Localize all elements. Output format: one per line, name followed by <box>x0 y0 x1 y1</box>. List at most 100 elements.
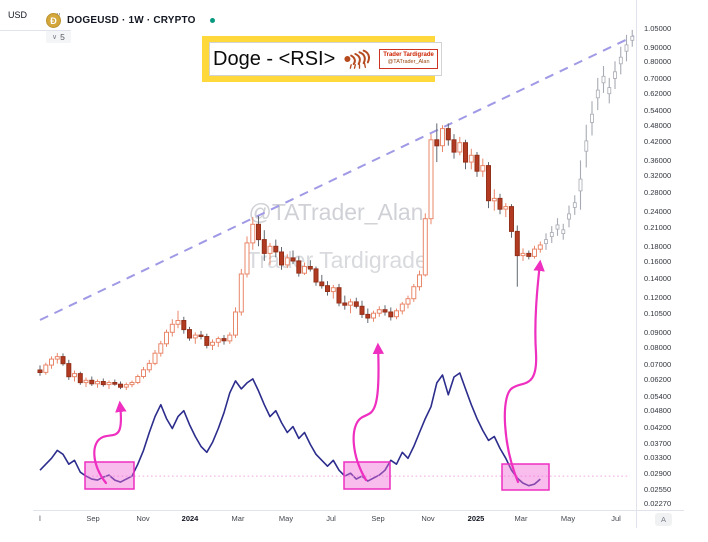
candle <box>198 334 204 338</box>
candle <box>509 206 514 232</box>
rsi-highlight-box[interactable] <box>84 461 135 490</box>
candle <box>302 266 307 274</box>
candle <box>118 383 123 388</box>
price-axis-label: 0.04200 <box>644 423 672 432</box>
candle <box>520 252 526 257</box>
tardigrade-logo-icon <box>344 49 371 69</box>
candle <box>468 154 474 163</box>
annotation-arrow[interactable] <box>93 400 127 485</box>
price-axis-label: 0.14000 <box>644 273 672 283</box>
candle <box>135 376 141 383</box>
candle <box>233 311 238 336</box>
candle <box>141 369 146 377</box>
time-axis-label: Mar <box>514 514 528 523</box>
candle <box>284 257 290 266</box>
time-axis-label: l <box>39 514 41 523</box>
price-axis-label: 0.54000 <box>644 106 672 116</box>
candle <box>486 165 491 202</box>
auto-scale-button[interactable]: A <box>655 513 672 526</box>
candle <box>49 358 54 366</box>
symbol-header[interactable]: Ð DOGEUSD · 1W · CRYPTO <box>46 13 215 28</box>
candle <box>37 369 43 373</box>
candle <box>537 244 543 250</box>
candle <box>175 320 181 325</box>
candle <box>463 142 468 163</box>
candle <box>100 381 106 386</box>
candle <box>210 341 215 346</box>
candle <box>227 334 233 342</box>
candle <box>123 384 129 388</box>
candle <box>491 197 497 202</box>
rsi-highlight-box[interactable] <box>501 463 550 491</box>
price-axis-label: 0.24000 <box>644 206 672 216</box>
candle <box>256 223 261 241</box>
price-axis-label: 0.10500 <box>644 309 672 319</box>
candle <box>422 218 428 276</box>
price-axis-label: 0.03700 <box>644 438 672 448</box>
dogecoin-icon: Ð <box>46 13 61 28</box>
symbol-title[interactable]: DOGEUSD · 1W · CRYPTO <box>67 15 196 26</box>
price-axis-label: 0.03300 <box>644 452 672 462</box>
time-axis-label: May <box>278 514 294 523</box>
candle <box>417 274 422 288</box>
currency-label: USD <box>8 10 28 20</box>
candle <box>238 273 244 313</box>
annotation-arrow[interactable] <box>503 259 545 484</box>
candle <box>440 128 445 147</box>
candle <box>290 257 296 262</box>
candle <box>89 379 95 385</box>
market-status-dot <box>209 18 215 23</box>
candle <box>77 373 83 384</box>
candle <box>307 266 313 270</box>
candle <box>54 356 60 360</box>
candle <box>66 363 72 378</box>
price-axis-label: 0.70000 <box>644 73 672 83</box>
candle <box>250 223 256 244</box>
candle <box>164 331 169 345</box>
price-axis-label: 0.02270 <box>644 499 672 509</box>
candle <box>106 382 112 386</box>
time-axis-label: May <box>560 514 576 523</box>
price-axis-label: 0.42000 <box>644 137 672 147</box>
annotation-arrow[interactable] <box>352 342 385 482</box>
candle <box>399 303 405 312</box>
price-axis-label: 1.05000 <box>644 23 672 33</box>
price-axis-label: 0.05400 <box>644 391 672 401</box>
candle <box>445 128 451 141</box>
candle <box>353 301 359 307</box>
candle <box>319 281 325 287</box>
analysis-banner: Doge - <RSI> Trader Tardigrade <box>202 36 442 82</box>
candle <box>152 352 158 364</box>
trendline[interactable] <box>39 35 635 321</box>
candle <box>215 338 221 343</box>
candle <box>382 309 388 313</box>
candlestick-series <box>37 123 543 390</box>
candle <box>405 298 411 305</box>
rsi-line <box>39 372 541 487</box>
price-axis-label: 0.02900 <box>644 469 672 478</box>
candle <box>503 206 509 210</box>
price-axis-label: 0.06200 <box>644 374 672 384</box>
price-axis-label: 0.12000 <box>644 292 672 302</box>
banner-title: Doge - <RSI> <box>213 47 336 70</box>
candle <box>342 302 348 306</box>
candle <box>158 343 164 354</box>
price-axis-label: 0.28000 <box>644 187 672 197</box>
candle <box>428 139 434 220</box>
candle <box>72 373 77 378</box>
price-axis-label: 0.16000 <box>644 257 672 266</box>
candle <box>514 230 520 257</box>
candle <box>313 268 319 283</box>
candle <box>451 139 457 153</box>
rsi-highlight-box[interactable] <box>343 461 391 490</box>
price-axis-label: 0.09000 <box>644 328 672 338</box>
candle <box>457 142 463 153</box>
price-axis-separator <box>636 0 637 528</box>
candle <box>244 242 250 275</box>
time-axis[interactable]: l Sep Nov 2024 Mar May Jul Sep Nov 2025 Mar May Jul <box>0 511 708 541</box>
candle <box>296 260 302 274</box>
price-axis[interactable]: 1.05000 0.90000 0.80000 0.70000 0.62000 0.540… <box>637 0 708 510</box>
indicator-legend-chip[interactable]: ∨ 5 <box>46 31 71 43</box>
candle <box>411 286 417 300</box>
